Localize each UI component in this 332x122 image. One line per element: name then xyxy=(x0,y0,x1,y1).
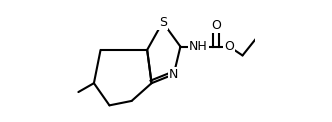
Text: S: S xyxy=(159,16,167,29)
Text: N: N xyxy=(169,68,179,81)
Text: NH: NH xyxy=(189,40,208,53)
Text: O: O xyxy=(211,19,221,32)
Text: O: O xyxy=(224,40,234,53)
